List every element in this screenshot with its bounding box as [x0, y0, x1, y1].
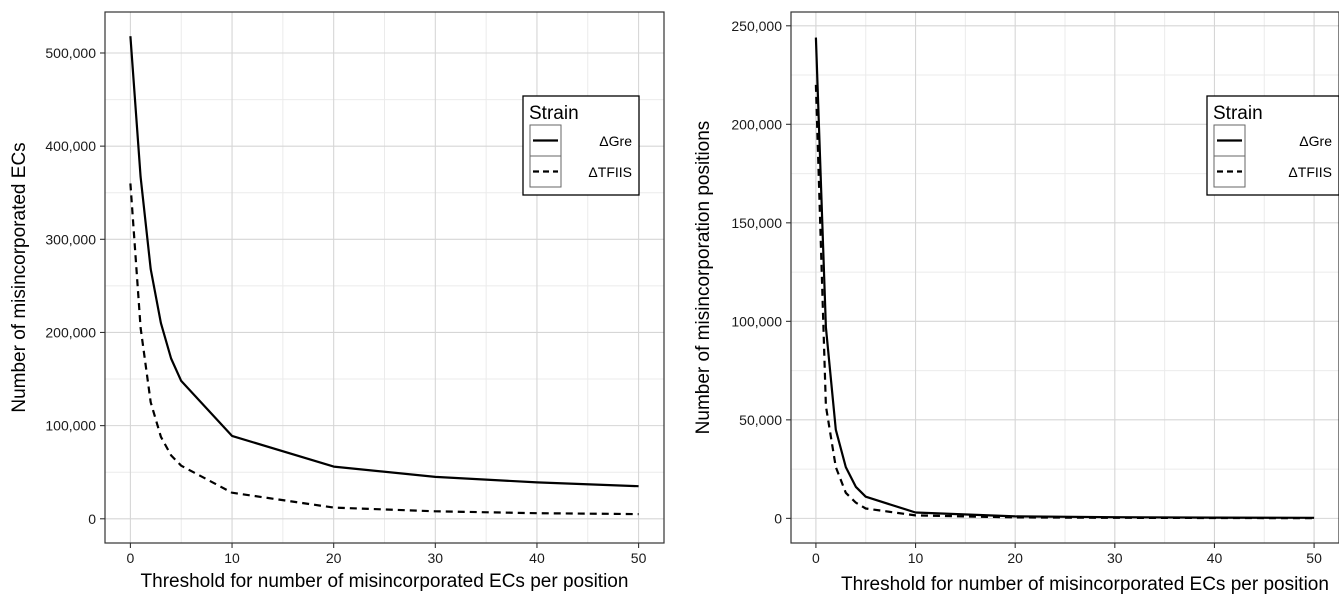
left-y-tick-label: 300,000 — [45, 231, 96, 247]
right-y-axis-title: Number of misincorporation positions — [693, 121, 714, 435]
right-x-tick-label: 40 — [1207, 550, 1223, 566]
left-legend-entries: ΔGre ΔTFIIS — [529, 124, 632, 188]
left-x-tick-label: 20 — [326, 550, 342, 566]
right-x-axis-title: Threshold for number of misincorporated … — [841, 574, 1329, 595]
left-panel-border — [104, 11, 665, 544]
left-x-axis-title: Threshold for number of misincorporated … — [141, 571, 629, 592]
left-series — [129, 36, 639, 516]
right-chart: 0 10 20 30 40 50 0 50,000 100,000 150,000 200,000 2… — [693, 11, 1339, 595]
right-legend-label: ΔTFIIS — [1288, 164, 1332, 180]
right-y-tick-label: 200,000 — [731, 116, 782, 132]
left-legend-title: Strain — [529, 103, 579, 124]
right-grid — [791, 12, 1339, 543]
right-legend-title: Strain — [1213, 103, 1263, 124]
left-x-tick-label: 30 — [428, 550, 444, 566]
right-y-tick-label: 250,000 — [731, 18, 782, 34]
right-series-line-tfiis — [814, 84, 1315, 520]
left-y-tick-label: 0 — [88, 511, 96, 527]
left-x-tick-label: 0 — [127, 550, 135, 566]
right-x-tick-label: 0 — [812, 550, 820, 566]
left-grid — [105, 12, 664, 543]
right-legend-entries: ΔGre ΔTFIIS — [1213, 124, 1332, 188]
right-legend: Strain ΔGre ΔTFIIS — [1206, 95, 1339, 196]
left-y-tick-label: 400,000 — [45, 138, 96, 154]
right-x-tick-label: 30 — [1107, 550, 1123, 566]
left-legend-label: ΔTFIIS — [588, 164, 632, 180]
right-series-line-gre — [814, 37, 1315, 519]
left-legend-label: ΔGre — [599, 133, 632, 149]
right-x-tick-label: 50 — [1306, 550, 1322, 566]
left-axes: 0 10 20 30 40 50 0 100,000 200,000 300,000 400,000… — [45, 45, 646, 566]
left-x-tick-label: 50 — [631, 550, 647, 566]
right-y-tick-label: 50,000 — [739, 412, 782, 428]
right-legend-label: ΔGre — [1299, 133, 1332, 149]
left-series-line-gre — [129, 36, 639, 488]
right-x-tick-label: 20 — [1007, 550, 1023, 566]
right-y-tick-label: 100,000 — [731, 313, 782, 329]
left-legend: Strain ΔGre ΔTFIIS — [522, 95, 640, 196]
right-axes: 0 10 20 30 40 50 0 50,000 100,000 150,000 200,000 2… — [731, 18, 1322, 566]
left-y-tick-label: 100,000 — [45, 418, 96, 434]
right-y-tick-label: 0 — [774, 510, 782, 526]
right-panel-border — [790, 11, 1339, 544]
left-x-tick-label: 10 — [224, 550, 240, 566]
left-y-axis-title: Number of misincorporated ECs — [9, 142, 30, 412]
left-chart: 0 10 20 30 40 50 0 100,000 200,000 300,000 400,000… — [9, 11, 665, 592]
left-x-tick-label: 40 — [529, 550, 545, 566]
right-y-tick-label: 150,000 — [731, 215, 782, 231]
right-series — [814, 37, 1315, 520]
left-y-tick-label: 200,000 — [45, 324, 96, 340]
right-x-tick-label: 10 — [908, 550, 924, 566]
left-series-line-tfiis — [129, 183, 639, 516]
left-y-tick-label: 500,000 — [45, 45, 96, 61]
